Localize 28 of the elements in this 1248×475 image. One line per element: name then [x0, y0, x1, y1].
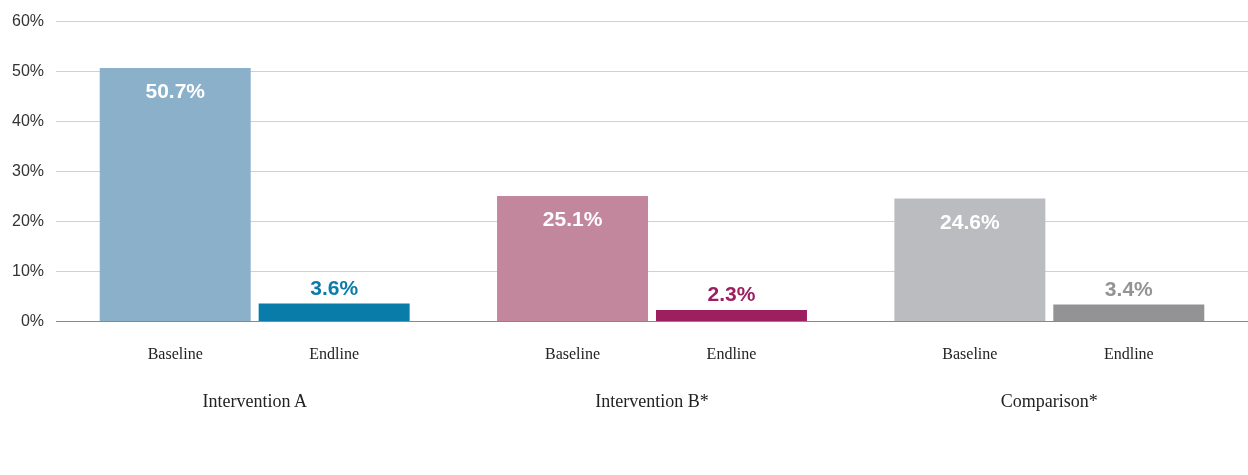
data-label: 3.6% — [310, 275, 359, 299]
y-tick-label: 40% — [11, 111, 45, 129]
data-label: 25.1% — [542, 207, 603, 231]
y-tick-label: 20% — [11, 211, 45, 229]
bar — [1053, 304, 1205, 321]
x-tick-label: Intervention B* — [595, 390, 709, 411]
bar — [894, 198, 1046, 321]
y-tick-label: 50% — [11, 61, 45, 79]
data-label: 50.7% — [145, 79, 206, 103]
x-tick-label: Intervention A — [202, 390, 307, 411]
data-label: 3.4% — [1104, 276, 1154, 300]
series-label: Endline — [309, 344, 360, 362]
data-label: 24.6% — [940, 209, 1000, 233]
bar — [655, 309, 807, 321]
y-tick-label: 60% — [11, 12, 45, 30]
text: Baseline — [942, 344, 998, 362]
data-label: 2.3% — [707, 282, 756, 306]
text: Endline — [1103, 344, 1154, 362]
y-tick-label: 30% — [11, 161, 45, 179]
bar — [99, 68, 251, 321]
bar — [497, 195, 649, 321]
series-label: Baseline — [147, 344, 203, 362]
bar — [258, 303, 410, 321]
text: Endline — [706, 344, 757, 362]
y-tick-label: 10% — [11, 261, 45, 279]
y-tick-label: 0% — [20, 311, 45, 329]
x-tick-label: Comparison* — [1000, 390, 1098, 411]
text: Baseline — [545, 344, 601, 362]
